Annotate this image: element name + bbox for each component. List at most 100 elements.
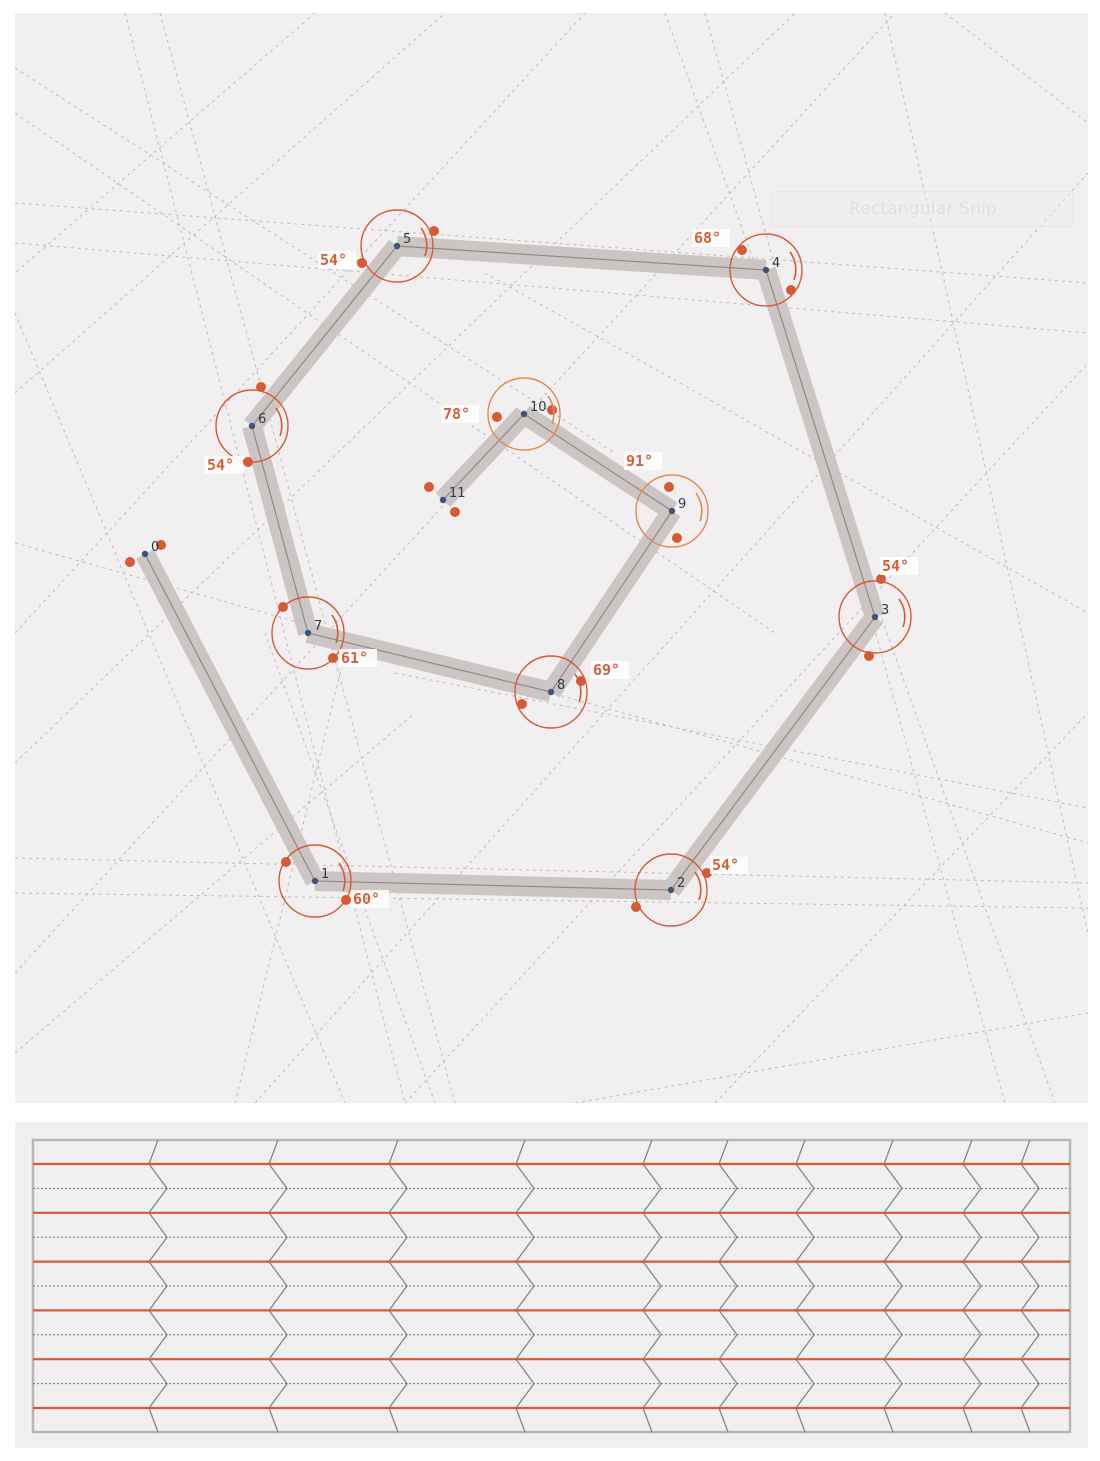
vertex-ring[interactable] (271, 596, 345, 670)
vertex-dot[interactable] (393, 242, 401, 250)
angle-arc (898, 598, 906, 628)
vertex-dot[interactable] (141, 550, 149, 558)
crease-diagram-svg[interactable]: 0 1 60° 2 54° 3 54° 4 68° 5 54° 6 54° 7 61° 8 69° 9 91° 10 7… (15, 13, 1088, 1103)
crease-endpoint[interactable] (664, 482, 674, 492)
vertex-10[interactable]: 10 78° (441, 377, 561, 451)
vertex-ring[interactable] (514, 655, 588, 729)
guide-line (15, 13, 796, 764)
angle-label: 54° (882, 557, 909, 575)
vertex-label: 2 (677, 876, 685, 891)
guide-line (884, 13, 1088, 934)
vertex-dot[interactable] (304, 629, 312, 637)
guide-line (159, 13, 456, 1103)
vertex-ring[interactable] (487, 377, 561, 451)
angle-arc (420, 227, 428, 257)
angle-label: 68° (694, 229, 721, 247)
angle-arc (789, 251, 797, 281)
guide-line (404, 362, 1088, 1103)
angle-arc (275, 407, 283, 437)
vertex-ring[interactable] (635, 474, 709, 548)
pattern-rows (33, 1162, 1070, 1410)
crease-endpoint[interactable] (672, 533, 682, 543)
crease-endpoint[interactable] (547, 405, 557, 415)
vertex-dot[interactable] (439, 496, 447, 504)
vertex-3[interactable]: 3 54° (838, 557, 918, 654)
angle-arc (574, 673, 582, 703)
path-edge (251, 425, 309, 634)
guide-line (15, 13, 316, 274)
angle-label: 54° (207, 456, 234, 474)
vertex-dot[interactable] (668, 507, 676, 515)
vertex-ring[interactable] (360, 209, 434, 283)
vertex-ring[interactable] (634, 853, 708, 927)
angle-label-bg (591, 661, 629, 679)
vertex-dot[interactable] (871, 613, 879, 621)
vertex-label: 0 (151, 540, 159, 555)
vertex-0[interactable]: 0 (141, 540, 159, 558)
vertex-ring[interactable] (838, 580, 912, 654)
guide-line (15, 13, 586, 634)
vertex-ring[interactable] (215, 389, 289, 463)
crease-endpoint[interactable] (517, 699, 527, 709)
vertex-9[interactable]: 9 91° (624, 452, 709, 548)
guide-line (394, 672, 1088, 809)
crease-endpoint[interactable] (156, 540, 166, 550)
vertex-label: 10 (530, 400, 547, 415)
vertex-label: 6 (258, 412, 266, 427)
path-edge (314, 880, 672, 891)
vertex-5[interactable]: 5 54° (318, 209, 434, 283)
vertex-label: 5 (403, 232, 411, 247)
rectangular-snip-button[interactable]: Rectangular Snip (772, 191, 1074, 227)
angle-label-bg (441, 405, 479, 423)
angle-label: 54° (712, 856, 739, 874)
vertex-4[interactable]: 4 68° (692, 229, 803, 307)
strip-bands (136, 236, 885, 900)
vertex-6[interactable]: 6 54° (205, 389, 289, 474)
crease-endpoint[interactable] (256, 382, 266, 392)
crease-endpoint[interactable] (450, 507, 460, 517)
vertex-dot[interactable] (667, 886, 675, 894)
vertex-dot[interactable] (547, 688, 555, 696)
angle-label: 61° (341, 649, 368, 667)
angle-label: 78° (443, 405, 470, 423)
path-edge (670, 616, 876, 891)
crease-endpoint[interactable] (125, 557, 135, 567)
vertex-1[interactable]: 1 60° (278, 844, 389, 918)
angle-arc (547, 395, 555, 425)
guide-line (484, 272, 1088, 614)
vertex-11[interactable]: 11 (439, 486, 466, 504)
guide-line (714, 712, 1088, 1103)
guide-line (15, 242, 1088, 334)
angle-label: 91° (626, 452, 653, 470)
vertex-dot[interactable] (248, 422, 256, 430)
angle-arc (694, 871, 702, 901)
crease-endpoint[interactable] (424, 482, 434, 492)
angle-label-bg (318, 251, 356, 269)
vertex-7[interactable]: 7 61° (271, 596, 377, 670)
angle-label-bg (624, 452, 662, 470)
crease-endpoint[interactable] (492, 412, 502, 422)
vertex-ring[interactable] (278, 844, 352, 918)
vertex-8[interactable]: 8 69° (514, 655, 629, 729)
vertex-dot[interactable] (311, 877, 319, 885)
guide-line (124, 13, 406, 1103)
vertex-ring[interactable] (729, 233, 803, 307)
guide-lines (15, 13, 1088, 1103)
path-edge (251, 245, 398, 427)
path-edge (765, 269, 876, 618)
path-edge (144, 553, 316, 882)
angle-label-bg (880, 557, 918, 575)
angle-label-bg (710, 856, 748, 874)
guide-line (234, 652, 346, 1103)
strip-pattern-svg (31, 1138, 1072, 1434)
guide-line (574, 1012, 1088, 1103)
path-edge (307, 632, 552, 693)
vertex-dot[interactable] (762, 266, 770, 274)
vertex-dot[interactable] (520, 410, 528, 418)
crease-endpoint[interactable] (737, 245, 747, 255)
vertex-2[interactable]: 2 54° (634, 853, 748, 927)
crease-canvas[interactable]: 0 1 60° 2 54° 3 54° 4 68° 5 54° 6 54° 7 61° 8 69° 9 91° 10 7… (15, 13, 1088, 1103)
path-edge (442, 413, 525, 501)
vertex-label: 1 (321, 867, 329, 882)
crease-endpoint[interactable] (786, 285, 796, 295)
